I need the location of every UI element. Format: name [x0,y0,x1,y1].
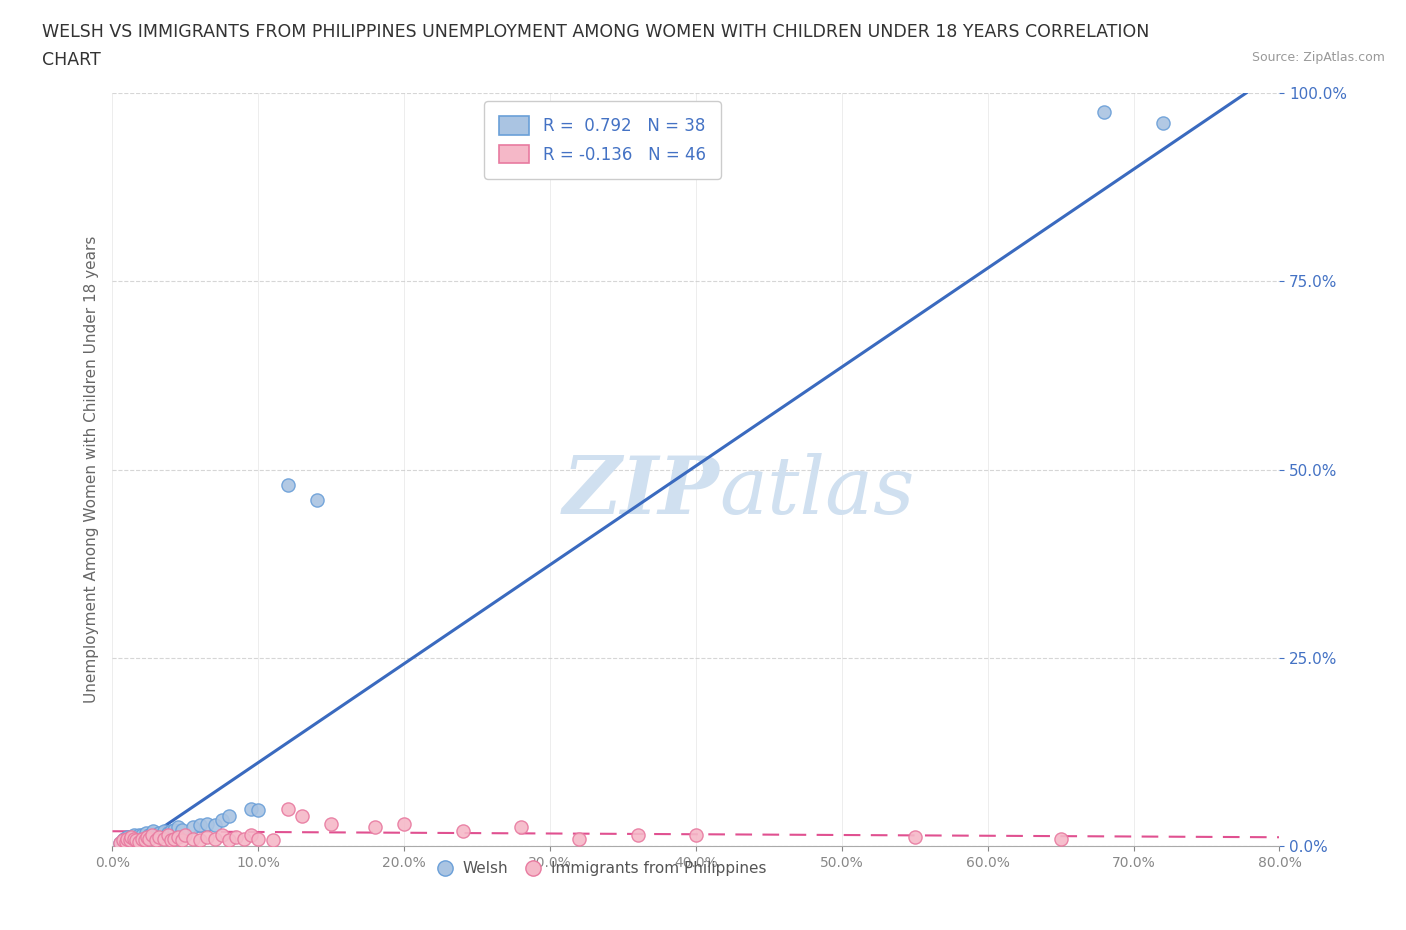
Text: CHART: CHART [42,51,101,69]
Point [134,833,156,848]
Point [204,817,226,832]
Text: Source: ZipAtlas.com: Source: ZipAtlas.com [1251,51,1385,64]
Point [160,824,183,839]
Point [148,825,170,840]
Point [108,835,131,850]
Point [276,477,298,492]
Point [115,833,138,848]
Point [128,834,150,849]
Point [131,831,153,846]
Point [247,803,270,817]
Point [111,833,134,848]
Point [141,828,163,843]
Point [163,822,186,837]
Point [167,820,190,835]
Point [1094,104,1116,119]
Point [135,825,157,840]
Point [124,831,146,846]
Point [145,833,167,848]
Point [247,831,270,846]
Point [152,824,174,839]
Point [321,817,343,831]
Point [181,820,204,835]
Point [163,831,186,846]
Point [152,831,174,846]
Point [211,828,233,843]
Point [685,828,707,843]
Point [145,828,167,843]
Point [125,833,148,848]
Point [188,833,211,848]
Point [218,809,240,824]
Point [568,831,591,846]
Point [195,817,218,831]
Point [115,831,138,846]
Point [131,828,153,843]
Point [134,830,156,844]
Point [364,820,387,835]
Point [138,831,160,846]
Point [136,830,159,844]
Point [115,830,138,844]
Point [172,833,194,848]
Point [1049,831,1071,846]
Text: WELSH VS IMMIGRANTS FROM PHILIPPINES UNEMPLOYMENT AMONG WOMEN WITH CHILDREN UNDE: WELSH VS IMMIGRANTS FROM PHILIPPINES UNE… [42,23,1150,41]
Point [160,833,183,848]
Point [291,809,314,824]
Point [108,835,131,850]
Point [120,830,142,844]
Point [156,828,179,843]
Point [167,830,190,844]
Point [112,831,135,846]
Point [188,817,211,832]
Point [394,817,416,831]
Point [232,831,254,846]
Point [131,831,153,846]
Point [128,828,150,843]
Point [1152,115,1174,130]
Point [124,831,146,846]
Text: atlas: atlas [720,454,915,531]
Point [124,828,146,843]
Point [148,830,170,844]
Point [118,831,141,846]
Point [120,830,142,844]
Point [276,802,298,817]
Point [118,833,141,848]
Point [156,825,179,840]
Point [181,831,204,846]
Point [305,492,328,507]
Point [218,833,240,848]
Point [509,820,531,835]
Point [204,831,226,846]
Point [172,822,194,837]
Point [195,830,218,844]
Point [142,824,165,839]
Point [240,828,263,843]
Text: ZIP: ZIP [562,454,720,531]
Point [138,828,160,843]
Point [211,813,233,828]
Point [127,830,149,844]
Y-axis label: Unemployment Among Women with Children Under 18 years: Unemployment Among Women with Children U… [83,236,98,703]
Legend: Welsh, Immigrants from Philippines: Welsh, Immigrants from Philippines [430,854,775,883]
Point [240,802,263,817]
Point [141,825,163,840]
Point [225,830,247,844]
Point [114,834,136,849]
Point [627,828,650,843]
Point [904,830,927,844]
Point [174,828,197,843]
Point [111,833,134,848]
Point [451,824,474,839]
Point [262,833,284,848]
